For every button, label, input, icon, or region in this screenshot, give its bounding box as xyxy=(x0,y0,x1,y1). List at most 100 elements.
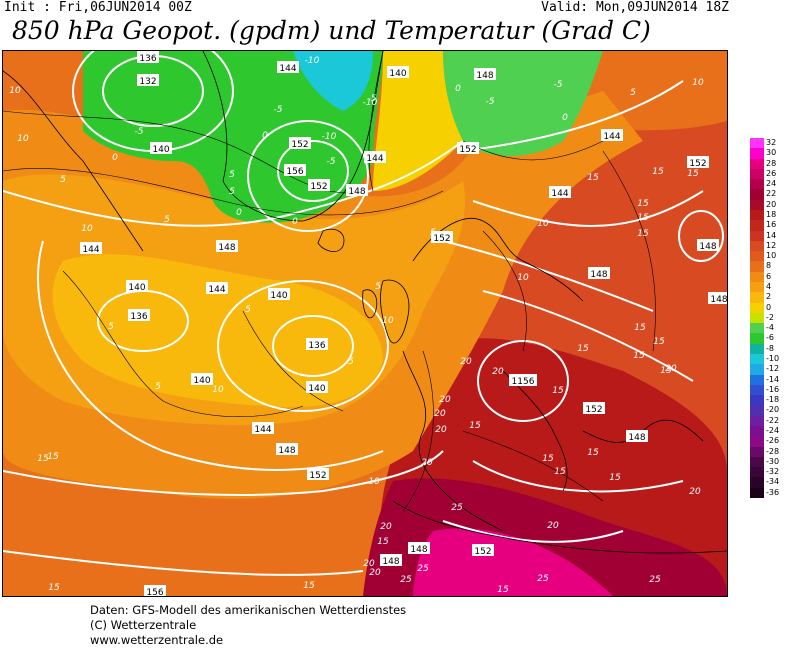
colorbar-tick-label: 16 xyxy=(766,220,777,230)
geopotential-label: 156 xyxy=(146,588,163,596)
geopotential-label: 140 xyxy=(193,376,210,386)
geopotential-label: 140 xyxy=(389,69,406,79)
geopotential-label: 148 xyxy=(710,295,727,305)
geopotential-label-box xyxy=(549,186,571,198)
temperature-label: 20 xyxy=(369,568,381,578)
temperature-label: 10 xyxy=(9,86,21,96)
temperature-label: 5 xyxy=(430,228,436,238)
colorbar-tick-label: -30 xyxy=(766,456,780,466)
temperature-label: 5 xyxy=(229,170,235,180)
temperature-label: 5 xyxy=(245,305,251,315)
colorbar-swatch xyxy=(750,199,764,211)
temperature-label: 5 xyxy=(630,88,636,98)
colorbar-swatch xyxy=(750,210,764,221)
temperature-label: 15 xyxy=(47,452,59,462)
geopotential-label-box xyxy=(308,179,330,191)
geopotential-label-box xyxy=(150,142,172,154)
geopotential-label-box xyxy=(276,443,298,455)
colorbar-tick-label: 22 xyxy=(766,189,777,199)
temperature-label: 25 xyxy=(400,575,412,585)
colorbar-swatch xyxy=(750,374,764,386)
colorbar-tick-label: 8 xyxy=(766,261,772,271)
geopotential-label-box xyxy=(346,184,368,196)
temperature-label: 5 xyxy=(164,215,170,225)
colorbar-swatch xyxy=(750,312,764,324)
temperature-label: 20 xyxy=(547,521,559,531)
geopotential-label: 148 xyxy=(348,187,365,197)
geopotential-label: 144 xyxy=(82,245,99,255)
temperature-label: 15 xyxy=(687,169,699,179)
colorbar-tick-label: -24 xyxy=(766,426,780,435)
geopotential-label-box xyxy=(380,554,402,566)
colorbar-swatch xyxy=(750,384,764,396)
geopotential-label: 152 xyxy=(459,145,476,155)
temperature-label: 15 xyxy=(660,366,672,376)
geopotential-label-box xyxy=(408,542,430,554)
colorbar-tick-label: 28 xyxy=(766,158,777,168)
temperature-label: 15 xyxy=(577,344,589,354)
geopotential-label: 148 xyxy=(382,557,399,567)
temperature-label: 0 xyxy=(262,131,268,141)
colorbar-swatch xyxy=(750,446,764,458)
geopotential-label: 144 xyxy=(279,64,296,74)
geopotential-label: 136 xyxy=(308,341,325,351)
geopotential-label-box xyxy=(472,544,494,556)
temperature-label: 25 xyxy=(537,574,549,584)
temperature-label: 20 xyxy=(434,409,446,419)
geopotential-label-box xyxy=(307,468,329,480)
temperature-label: 0 xyxy=(292,217,298,227)
geopotential-label: 144 xyxy=(551,189,568,199)
temperature-label: 25 xyxy=(417,564,429,574)
colorbar-tick-label: 12 xyxy=(766,240,777,250)
geopotential-label-box xyxy=(431,231,453,243)
geopotential-label-box xyxy=(252,422,274,434)
temperature-label: 15 xyxy=(554,467,566,477)
geopotential-label-box xyxy=(206,282,228,294)
temperature-label: 20 xyxy=(689,487,701,497)
colorbar-swatch xyxy=(750,282,764,293)
valid-time: Valid: Mon,09JUN2014 18Z xyxy=(541,0,729,15)
colorbar-swatch xyxy=(750,487,764,499)
colorbar-swatch xyxy=(750,302,764,314)
temperature-label: 15 xyxy=(48,583,60,593)
geopotential-label-box xyxy=(306,338,328,350)
geopotential-label-box xyxy=(191,373,213,385)
geopotential-label-box xyxy=(277,61,299,73)
geopotential-label: 148 xyxy=(476,71,493,81)
colorbar-swatch xyxy=(750,179,764,190)
colorbar-swatch xyxy=(750,333,764,345)
temperature-colorbar xyxy=(750,138,764,499)
geopotential-label: 148 xyxy=(410,545,427,555)
temperature-label: -5 xyxy=(274,105,283,115)
temperature-label: 15 xyxy=(637,213,649,223)
temperature-label: -5 xyxy=(486,97,495,107)
temperature-label: 10 xyxy=(17,134,29,144)
temperature-label: 20 xyxy=(421,458,433,468)
temperature-field-extreme-africa xyxy=(413,528,613,596)
temperature-label: 20 xyxy=(439,395,451,405)
colorbar-swatch xyxy=(750,343,764,355)
colorbar-tick-label: 10 xyxy=(766,251,777,261)
geopotential-label-box xyxy=(509,374,537,386)
temperature-label: 15 xyxy=(37,454,49,464)
temperature-label: -10 xyxy=(363,98,378,108)
temperature-label: 15 xyxy=(653,337,665,347)
colorbar-swatch xyxy=(750,456,764,468)
temperature-label: 5 xyxy=(348,357,354,367)
geopotential-label-box xyxy=(268,288,290,300)
colorbar-tick-label: -10 xyxy=(766,354,780,363)
footer-website[interactable]: www.wetterzentrale.de xyxy=(90,633,224,647)
geopotential-label-box xyxy=(128,309,150,321)
colorbar-tick-label: -12 xyxy=(766,364,780,374)
geopotential-label: 152 xyxy=(291,140,308,150)
weather-map: 136 132 144 140 148 140 152 156 152 148 144 152 144 1… xyxy=(2,50,728,597)
geopotential-label: 156 xyxy=(286,167,303,177)
footer: Daten: GFS-Modell des amerikanischen Wet… xyxy=(90,603,406,648)
temperature-label: 10 xyxy=(692,78,704,88)
colorbar-tick-label: -6 xyxy=(766,333,774,343)
colorbar-tick-label: -2 xyxy=(766,312,774,322)
geopotential-label: 140 xyxy=(270,291,287,301)
temperature-label: 5 xyxy=(375,282,381,292)
temperature-label: 10 xyxy=(368,477,380,487)
geopotential-label-box xyxy=(626,430,648,442)
